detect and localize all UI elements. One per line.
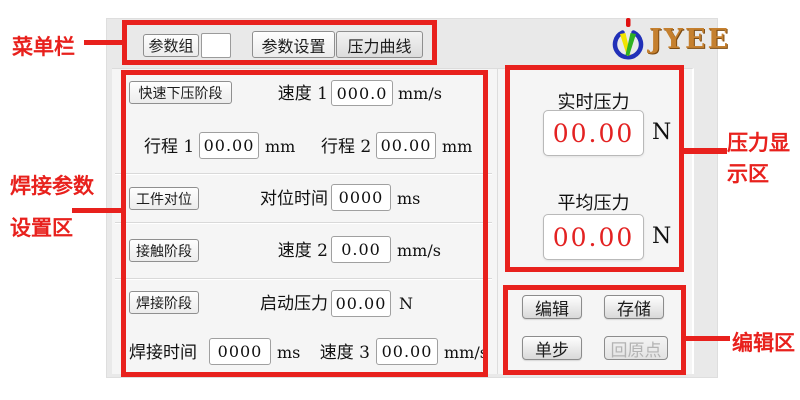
realtime-pressure-label: 实时压力 [557,92,630,113]
stroke2-unit: mm [442,137,473,156]
pressure-annotation-label-line1: 压力显 [727,131,790,155]
store-button[interactable]: 存储 [604,295,664,320]
average-pressure-value: 00.00 [552,222,635,252]
stroke2-input[interactable] [376,132,436,159]
edit-button[interactable]: 编辑 [522,295,582,320]
params-annotation-label-line1: 焊接参数 [10,174,94,198]
start-pressure-label: 启动压力 [260,294,328,314]
realtime-pressure-display: 00.00 [543,110,644,156]
align-time-input[interactable] [331,184,391,211]
stroke1-unit: mm [265,137,296,156]
average-pressure-unit: N [652,224,672,249]
start-pressure-unit: N [399,294,413,313]
jyee-logo-icon [612,18,644,60]
params-annotation-line [72,208,123,213]
speed1-label: 速度 1 [277,84,328,104]
param-settings-tab[interactable]: 参数设置 [252,31,335,58]
speed3-unit: mm/s [444,343,488,362]
weld-time-unit: ms [277,343,301,362]
speed1-unit: mm/s [398,84,442,103]
stroke2-label: 行程 2 [321,137,372,157]
start-pressure-input[interactable] [331,290,391,317]
edit-annotation-label: 编辑区 [732,331,795,355]
pressure-curve-tab[interactable]: 压力曲线 [336,31,423,58]
brand-logo: JYEE [611,17,730,62]
menu-annotation-label: 菜单栏 [12,35,75,59]
pressure-annotation-label-line2: 示区 [727,162,769,186]
stroke1-input[interactable] [199,132,259,159]
section-divider [115,278,492,279]
stroke1-label: 行程 1 [144,137,195,157]
param-group-input[interactable] [201,33,231,58]
section-divider [115,173,492,174]
section-divider [115,222,492,223]
align-time-unit: ms [397,189,421,208]
stage-weld-button[interactable]: 焊接阶段 [129,291,199,314]
pressure-annotation-line [682,148,727,154]
menu-annotation-line [84,40,124,45]
stage-rapid-press-button[interactable]: 快速下压阶段 [129,81,232,104]
panel-vertical-divider [497,69,498,374]
speed1-input[interactable] [331,80,393,106]
realtime-pressure-value: 00.00 [552,118,635,148]
param-group-button[interactable]: 参数组 [143,34,199,57]
single-step-button[interactable]: 单步 [522,336,582,361]
weld-time-label: 焊接时间 [129,343,197,363]
realtime-pressure-unit: N [652,120,672,145]
average-pressure-display: 00.00 [543,214,644,260]
speed3-label: 速度 3 [319,343,370,363]
params-annotation-label-line2: 设置区 [10,216,73,240]
return-home-button[interactable]: 回原点 [604,336,668,361]
stage-workpiece-align-button[interactable]: 工件对位 [129,187,199,210]
stage-contact-button[interactable]: 接触阶段 [129,239,199,262]
speed2-label: 速度 2 [277,241,328,261]
align-time-label: 对位时间 [260,189,328,209]
speed2-unit: mm/s [397,241,441,260]
speed2-input[interactable] [331,236,391,263]
average-pressure-label: 平均压力 [557,193,630,214]
edit-annotation-line [684,336,730,341]
speed3-input[interactable] [376,338,438,365]
weld-time-input[interactable] [209,338,271,365]
brand-name: JYEE [649,24,731,55]
